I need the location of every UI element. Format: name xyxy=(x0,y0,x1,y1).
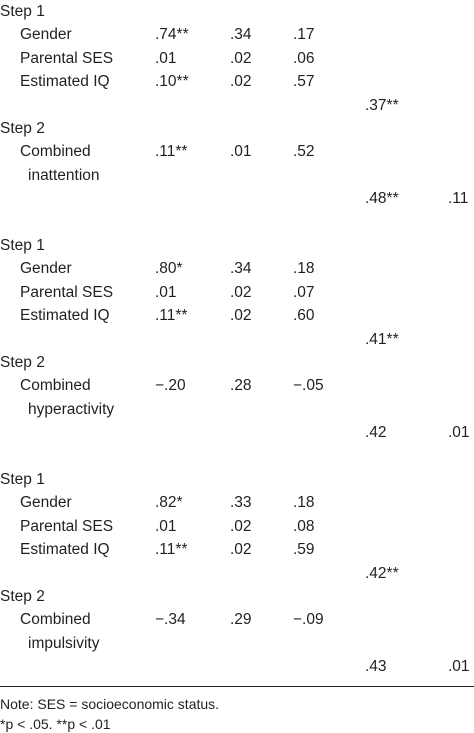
variable-label-cont: hyperactivity xyxy=(28,400,115,418)
r2-value: .41** xyxy=(365,330,399,348)
variable-label: Gender xyxy=(20,260,72,278)
variable-label: Parental SES xyxy=(20,283,114,301)
se-value: .33 xyxy=(230,494,252,512)
b-value: .11** xyxy=(155,541,188,559)
table-rule xyxy=(0,686,474,687)
se-value: .34 xyxy=(230,26,252,44)
se-value: .02 xyxy=(230,517,252,535)
variable-label: Estimated IQ xyxy=(20,541,110,559)
beta-value: .52 xyxy=(293,143,315,161)
se-value: .02 xyxy=(230,73,252,91)
se-value: .29 xyxy=(230,611,252,629)
beta-value: .08 xyxy=(293,517,315,535)
b-value: .10** xyxy=(155,73,189,91)
delta-r2-value: .11 xyxy=(448,190,469,208)
step-label: Step 1 xyxy=(0,471,45,488)
beta-value: .18 xyxy=(293,260,315,278)
variable-label-cont: impulsivity xyxy=(28,634,100,652)
se-value: .01 xyxy=(230,143,252,161)
b-value: .11** xyxy=(155,307,188,325)
se-value: .02 xyxy=(230,49,252,67)
variable-label: Parental SES xyxy=(20,517,114,535)
r2-value: .48** xyxy=(365,190,399,208)
variable-label: Gender xyxy=(20,26,72,44)
b-value: −.34 xyxy=(155,611,186,629)
b-value: .01 xyxy=(155,517,177,535)
beta-value: .06 xyxy=(293,49,315,67)
delta-r2-value: .01 xyxy=(448,424,470,442)
se-value: .02 xyxy=(230,541,252,559)
step-label: Step 2 xyxy=(0,354,45,371)
variable-label: Estimated IQ xyxy=(20,307,110,325)
beta-value: .18 xyxy=(293,494,315,512)
beta-value: −.05 xyxy=(293,377,324,395)
variable-label: Combined xyxy=(20,377,91,395)
variable-label: Combined xyxy=(20,611,91,629)
r2-value: .42** xyxy=(365,564,399,582)
b-value: .80* xyxy=(155,260,183,278)
beta-value: −.09 xyxy=(293,611,324,629)
b-value: .11** xyxy=(155,143,188,161)
beta-value: .59 xyxy=(293,541,315,559)
r2-value: .42 xyxy=(365,424,387,442)
step-label: Step 2 xyxy=(0,588,45,605)
se-value: .02 xyxy=(230,307,252,325)
beta-value: .07 xyxy=(293,283,315,301)
r2-value: .37** xyxy=(365,96,399,114)
variable-label: Estimated IQ xyxy=(20,73,110,91)
b-value: .01 xyxy=(155,49,177,67)
step-label: Step 1 xyxy=(0,3,45,20)
beta-value: .17 xyxy=(293,26,315,44)
r2-value: .43 xyxy=(365,658,387,676)
variable-label: Combined xyxy=(20,143,91,161)
step-label: Step 2 xyxy=(0,120,45,137)
b-value: .01 xyxy=(155,283,177,301)
b-value: .82* xyxy=(155,494,183,512)
beta-value: .60 xyxy=(293,307,315,325)
table-note: Note: SES = socioeconomic status. xyxy=(0,696,220,712)
se-value: .34 xyxy=(230,260,252,278)
b-value: .74** xyxy=(155,26,189,44)
variable-label-cont: inattention xyxy=(28,166,100,184)
beta-value: .57 xyxy=(293,73,315,91)
delta-r2-value: .01 xyxy=(448,658,470,676)
se-value: .02 xyxy=(230,283,252,301)
step-label: Step 1 xyxy=(0,237,45,254)
table-note: *p < .05. **p < .01 xyxy=(0,716,111,732)
variable-label: Gender xyxy=(20,494,72,512)
b-value: −.20 xyxy=(155,377,186,395)
se-value: .28 xyxy=(230,377,252,395)
variable-label: Parental SES xyxy=(20,49,114,67)
